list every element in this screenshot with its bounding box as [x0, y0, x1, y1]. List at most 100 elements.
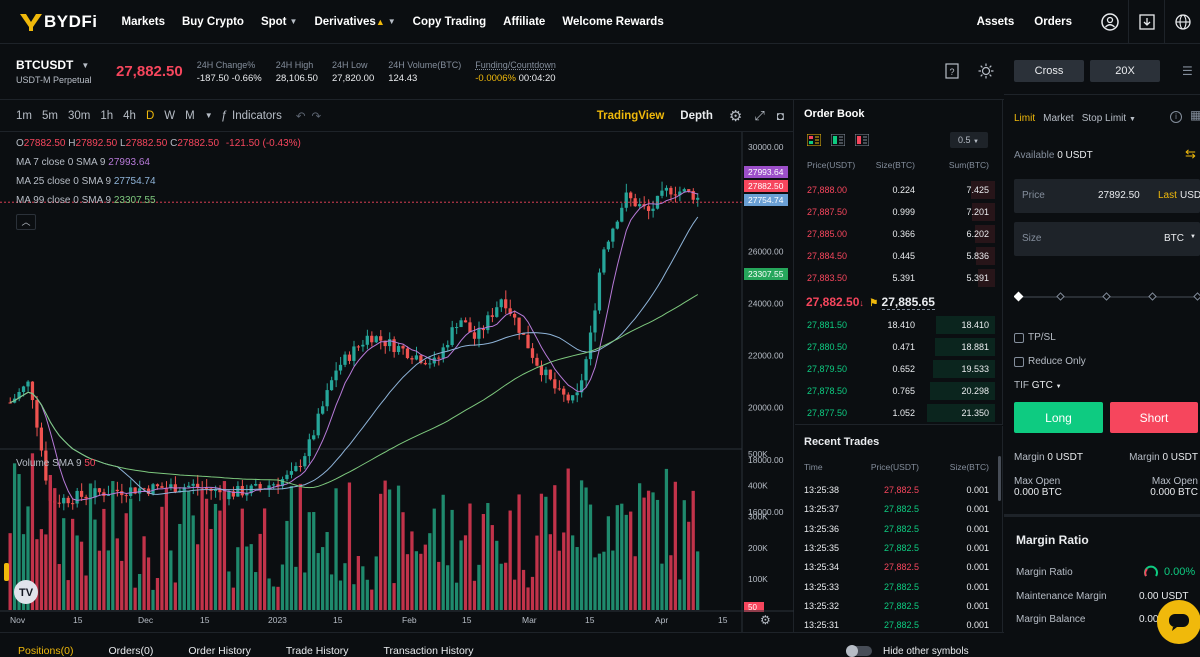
fullscreen-icon[interactable]: ⤢	[754, 108, 765, 123]
tf-30m[interactable]: 30m	[67, 109, 91, 122]
volume-bar	[200, 489, 204, 610]
candle	[370, 335, 374, 343]
symbol-selector[interactable]: BTCUSDT ▼ USDT-M Perpetual	[16, 58, 116, 85]
book-asks-icon[interactable]	[855, 134, 869, 146]
globe-icon[interactable]	[1164, 0, 1200, 44]
camera-icon[interactable]: ◘	[776, 109, 784, 123]
short-button[interactable]: Short	[1110, 402, 1198, 433]
tab-trade-history[interactable]: Trade History	[285, 645, 349, 657]
bid-row[interactable]: 27,881.50 18.410 18.410	[795, 315, 995, 335]
collapse-legend-button[interactable]: ︿	[16, 214, 36, 230]
tf-5m[interactable]: 5m	[41, 109, 58, 122]
tab-orders[interactable]: Orders(0)	[108, 645, 154, 657]
precision-select[interactable]: 0.5 ▼	[950, 132, 988, 148]
tf-4h[interactable]: 4h	[123, 109, 136, 122]
long-button[interactable]: Long	[1014, 402, 1103, 433]
candle	[236, 485, 240, 497]
reduce-only-checkbox[interactable]: Reduce Only	[1014, 356, 1086, 367]
chevron-down-icon[interactable]: ▼	[204, 111, 213, 120]
brand-logo[interactable]: BYDFi	[20, 12, 98, 32]
size-input[interactable]: Size BTC ▼	[1014, 222, 1200, 256]
price-chart[interactable]: 30000.0028000.0026000.0024000.0022000.00…	[0, 132, 794, 632]
tf-w[interactable]: W	[164, 109, 176, 122]
tradingview-logo-icon[interactable]	[14, 580, 38, 604]
ask-row[interactable]: 27,885.00 0.366 6.202	[795, 224, 995, 244]
tpsl-checkbox[interactable]: TP/SL	[1014, 332, 1056, 343]
tab-order-history[interactable]: Order History	[188, 645, 251, 657]
ask-row[interactable]: 27,888.00 0.224 7.425	[795, 180, 995, 200]
volume-legend: Volume SMA 9 50	[16, 458, 96, 469]
leverage-button[interactable]: 20X	[1090, 60, 1160, 82]
volume-bar	[213, 503, 218, 610]
tf-m[interactable]: M	[185, 109, 195, 122]
depth-tab[interactable]: Depth	[680, 110, 713, 122]
ask-row[interactable]: 27,884.50 0.445 5.836	[795, 246, 995, 266]
axis-settings-icon[interactable]: ⚙	[760, 613, 771, 627]
calculator-icon[interactable]: ▦	[1190, 108, 1200, 122]
settings-gear-icon[interactable]: ⚙	[728, 108, 743, 125]
chart-area[interactable]: 1m 5m 30m 1h 4h D W M ▼ ƒ Indicators ↶ ↷ …	[0, 100, 794, 632]
depth-bar	[977, 269, 995, 287]
margin-mode-cross-button[interactable]: Cross	[1014, 60, 1084, 82]
undo-icon[interactable]: ↶	[295, 110, 306, 123]
nav-buy-crypto[interactable]: Buy Crypto	[181, 15, 244, 28]
nav-derivatives[interactable]: Derivatives ▲ ▼	[314, 15, 396, 28]
chart-toolbar: 1m 5m 30m 1h 4h D W M ▼ ƒ Indicators ↶ ↷ …	[0, 100, 794, 132]
tab-transaction-history[interactable]: Transaction History	[383, 645, 474, 657]
candle	[450, 327, 454, 345]
bid-row[interactable]: 27,880.50 0.471 18.881	[795, 337, 995, 357]
candle	[678, 191, 682, 196]
tab-market[interactable]: Market	[1043, 113, 1074, 124]
transfer-icon[interactable]: ⇆	[1185, 146, 1196, 161]
fx-icon: ƒ	[220, 109, 228, 122]
sliders-icon[interactable]: ☰	[1182, 64, 1193, 78]
nav-orders[interactable]: Orders	[1034, 16, 1072, 28]
nav-welcome-rewards[interactable]: Welcome Rewards	[562, 15, 664, 28]
book-bids-icon[interactable]	[831, 134, 845, 146]
book-both-icon[interactable]	[807, 134, 821, 146]
candle	[75, 490, 79, 504]
tf-1m[interactable]: 1m	[16, 109, 32, 122]
candle	[687, 189, 691, 191]
bid-row[interactable]: 27,878.50 0.765 20.298	[795, 381, 995, 401]
nav-spot[interactable]: Spot ▼	[260, 15, 298, 28]
indicators-button[interactable]: ƒ Indicators	[220, 109, 282, 122]
tab-stop-limit[interactable]: Stop Limit ▼	[1081, 113, 1136, 124]
nav-copy-trading[interactable]: Copy Trading	[412, 15, 487, 28]
bid-row[interactable]: 27,877.50 1.052 21.350	[795, 403, 995, 423]
scrollbar[interactable]	[998, 456, 1001, 501]
download-icon[interactable]	[1128, 0, 1164, 44]
volume-bar	[477, 564, 481, 610]
size-slider[interactable]	[1014, 291, 1200, 303]
hide-symbols-toggle[interactable]	[846, 645, 872, 657]
candle	[289, 471, 294, 475]
tab-limit[interactable]: Limit	[1014, 113, 1036, 124]
drawer-handle[interactable]	[4, 563, 9, 581]
theme-sun-icon[interactable]	[978, 63, 994, 82]
symbol-name: BTCUSDT	[16, 58, 74, 72]
info-icon[interactable]: ?	[944, 63, 960, 82]
chat-support-button[interactable]	[1157, 600, 1200, 644]
tf-d[interactable]: D	[145, 109, 155, 122]
tf-1h[interactable]: 1h	[100, 109, 114, 122]
candle	[334, 370, 338, 381]
nav-assets[interactable]: Assets	[976, 16, 1015, 28]
nav-affiliate[interactable]: Affiliate	[503, 15, 546, 28]
volume-bar	[329, 574, 334, 610]
redo-icon[interactable]: ↷	[311, 110, 322, 123]
price-input[interactable]: Price 27892.50 Last USDT	[1014, 179, 1200, 213]
nav-markets[interactable]: Markets	[121, 15, 165, 28]
user-icon[interactable]	[1092, 0, 1128, 44]
volume-bar	[338, 580, 343, 610]
volume-bar	[383, 480, 387, 610]
volume-bar	[521, 569, 526, 610]
ask-row[interactable]: 27,887.50 0.999 7.201	[795, 202, 995, 222]
info-icon[interactable]: i	[1170, 111, 1182, 123]
tab-positions[interactable]: Positions(0)	[18, 645, 74, 657]
candle	[129, 487, 133, 497]
bid-row[interactable]: 27,879.50 0.652 19.533	[795, 359, 995, 379]
ask-row[interactable]: 27,883.50 5.391 5.391	[795, 268, 995, 288]
tif-select[interactable]: TIF GTC ▼	[1014, 380, 1062, 391]
volume-bar	[254, 572, 258, 610]
tradingview-tab[interactable]: TradingView	[596, 110, 665, 122]
